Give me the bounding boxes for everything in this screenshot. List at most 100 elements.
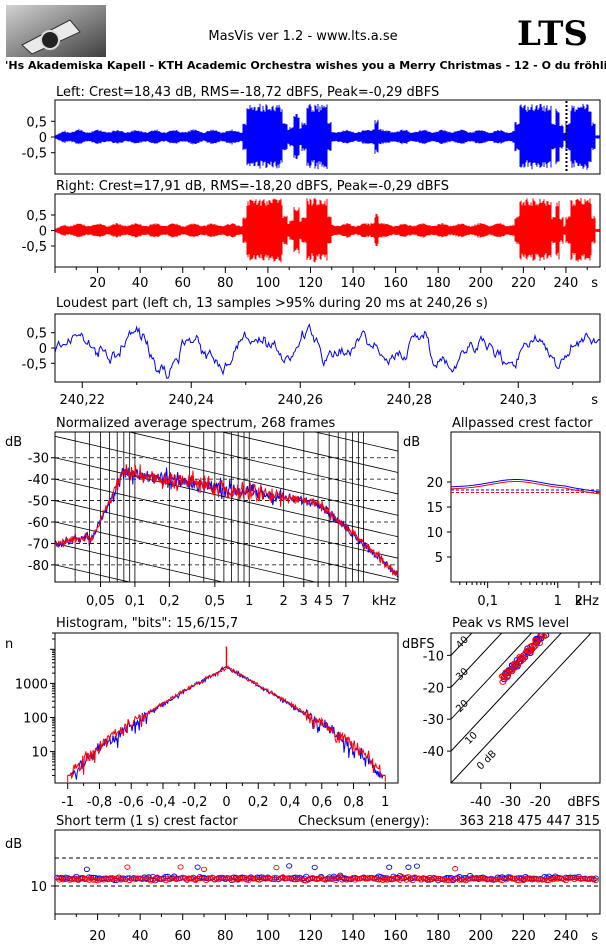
crest-point <box>452 866 459 872</box>
x-unit-label: kHz <box>575 594 599 609</box>
time-tick-label: 240 <box>554 929 579 944</box>
file-title: 'Hs Akademiska Kapell - KTH Academic Orc… <box>5 59 606 72</box>
x-tick-label: 0,2 <box>159 594 180 609</box>
y-tick-label: 0 <box>39 342 47 357</box>
y-tick-label: -70 <box>28 537 49 552</box>
spectrum-ylabel: dB <box>5 435 22 450</box>
time-tick-label: 20 <box>89 929 106 944</box>
x-tick-label: 0,1 <box>477 594 498 609</box>
crest-diagonal <box>451 633 503 688</box>
time-tick-label: 240 <box>554 276 579 291</box>
x-tick-label: 3 <box>300 594 308 609</box>
time-tick-label: 200 <box>468 929 493 944</box>
crest-point <box>458 877 465 883</box>
logo-image <box>6 5 106 57</box>
y-tick-label: 15 <box>426 501 443 516</box>
time-tick-label: 60 <box>174 929 191 944</box>
spectrum-slope-line <box>55 500 398 581</box>
peak-rms-point <box>540 633 548 640</box>
spectrum-slope-line <box>55 543 225 582</box>
checksum-value: 363 218 475 447 315 <box>459 814 600 829</box>
x-tick-label: -0,8 <box>87 795 112 810</box>
time-tick-label: 180 <box>426 929 451 944</box>
app-title: MasVis ver 1.2 - www.lts.a.se <box>208 29 397 44</box>
x-tick-label: 240,26 <box>278 393 324 408</box>
allpassed-frame <box>450 431 601 583</box>
time-tick-label: 40 <box>132 929 149 944</box>
crest-point <box>592 877 599 884</box>
time-tick-label: 20 <box>89 276 106 291</box>
spectrum-slope-line <box>127 432 398 495</box>
time-tick-label: 100 <box>255 276 280 291</box>
y-tick-label: -10 <box>423 649 444 664</box>
y-tick-label: -20 <box>423 681 444 696</box>
allpassed-ylabel: dB <box>403 435 420 450</box>
x-tick-label: 2 <box>280 594 288 609</box>
crest-point <box>413 863 420 869</box>
x-tick-label: 0,5 <box>204 594 225 609</box>
y-tick-label: 10 <box>426 526 443 541</box>
x-tick-label: 0,2 <box>248 795 269 810</box>
crest-point <box>441 877 448 883</box>
crest-point <box>579 876 587 882</box>
wave-envelope <box>55 198 600 263</box>
crest-point <box>124 864 131 870</box>
crest-diagonal <box>451 633 592 783</box>
spectrum-slope-line <box>55 435 398 516</box>
crest-diagonal-label: 10 <box>463 730 480 747</box>
y-tick-label: -0,5 <box>22 147 47 162</box>
peak-rms-point <box>530 644 538 651</box>
x-tick-label: 240,3 <box>500 393 537 408</box>
right-waveform <box>55 198 600 263</box>
peak-rms-point <box>535 640 543 647</box>
spectrum-slope-line <box>55 308 398 387</box>
histogram-curve <box>67 666 386 780</box>
crest-point <box>83 866 90 872</box>
x-tick-label: 1 <box>554 594 562 609</box>
x-tick-label: -20 <box>530 795 551 810</box>
peak-rms-frame <box>450 632 601 784</box>
spectrum-slope-line <box>313 432 398 452</box>
y-tick-label: -0,5 <box>22 240 47 255</box>
peak-rms-point <box>538 633 546 639</box>
crest-point <box>177 864 184 870</box>
crest-diagonal-label: 0 dB <box>475 748 499 772</box>
histogram-ylabel: n <box>5 637 13 652</box>
short-term-title: Short term (1 s) crest factor <box>56 814 238 829</box>
crest-point <box>194 875 201 882</box>
x-tick-label: 0,8 <box>343 795 364 810</box>
y-tick-label: 0,5 <box>26 209 47 224</box>
y-tick-label: -60 <box>28 516 49 531</box>
x-tick-label: 4 <box>314 594 322 609</box>
spectrum-slope-line <box>55 478 398 559</box>
spectrum-slope-line <box>55 457 398 538</box>
spectrum-title: Normalized average spectrum, 268 frames <box>56 416 335 431</box>
spectrum-slope-line <box>55 629 398 708</box>
spectrum-slope-line <box>55 564 132 582</box>
time-tick-label: 120 <box>298 929 323 944</box>
time-tick-label: 160 <box>383 929 408 944</box>
x-tick-label: -0,2 <box>182 795 207 810</box>
logo-text: LTS <box>517 14 588 54</box>
loudest-waveform <box>54 323 601 379</box>
right-wave-title: Right: Crest=17,91 dB, RMS=-18,20 dBFS, … <box>56 179 449 194</box>
x-tick-label: 0,4 <box>280 795 301 810</box>
x-tick-label: 0,1 <box>125 594 146 609</box>
y-tick-label: 10 <box>31 746 48 761</box>
time-tick-label: 120 <box>298 276 323 291</box>
y-tick-label: 0 <box>39 225 47 240</box>
crest-point <box>273 864 280 871</box>
y-tick-label: -40 <box>28 473 49 488</box>
y-tick-label: 0,5 <box>26 115 47 130</box>
x-tick-label: 0,6 <box>311 795 332 810</box>
crest-point <box>232 876 240 882</box>
time-tick-label: 140 <box>341 276 366 291</box>
x-tick-label: -30 <box>500 795 521 810</box>
crest-point <box>286 863 293 869</box>
y-tick-label: 20 <box>426 476 443 491</box>
time-tick-label: 140 <box>341 929 366 944</box>
crest-point <box>134 875 142 881</box>
x-tick-label: 0 <box>222 795 230 810</box>
x-tick-label: 240,24 <box>169 393 215 408</box>
